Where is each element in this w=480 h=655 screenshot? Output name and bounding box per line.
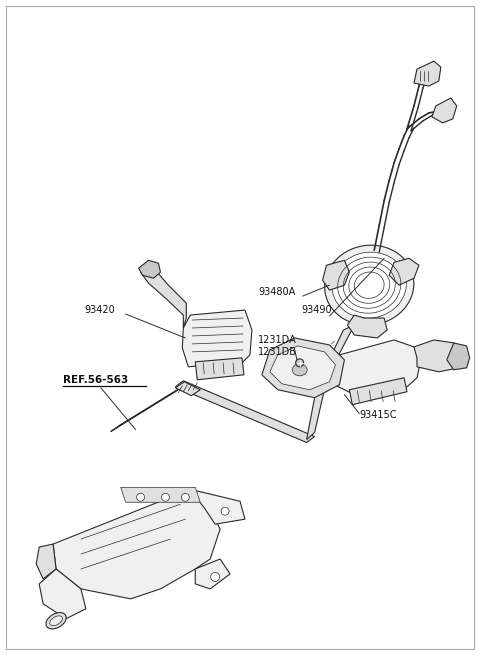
Text: 1231DA: 1231DA xyxy=(258,335,297,345)
Polygon shape xyxy=(182,310,252,367)
Polygon shape xyxy=(120,487,200,502)
Text: 1231DB: 1231DB xyxy=(258,347,297,357)
Ellipse shape xyxy=(161,493,169,501)
Polygon shape xyxy=(447,343,469,370)
Polygon shape xyxy=(414,61,441,86)
Polygon shape xyxy=(139,260,160,278)
Polygon shape xyxy=(312,325,354,395)
Polygon shape xyxy=(195,559,230,589)
Polygon shape xyxy=(195,358,244,380)
Ellipse shape xyxy=(137,493,144,501)
Ellipse shape xyxy=(292,364,307,376)
Polygon shape xyxy=(36,544,56,579)
Polygon shape xyxy=(389,258,419,285)
Polygon shape xyxy=(414,340,461,372)
Polygon shape xyxy=(262,338,344,398)
Text: 93480A: 93480A xyxy=(258,287,295,297)
Text: 93415C: 93415C xyxy=(360,409,397,420)
Polygon shape xyxy=(175,381,314,443)
Ellipse shape xyxy=(221,507,229,515)
Polygon shape xyxy=(432,98,457,123)
Text: 93420: 93420 xyxy=(84,305,115,315)
Polygon shape xyxy=(53,489,220,599)
Ellipse shape xyxy=(324,245,414,325)
Ellipse shape xyxy=(50,616,62,626)
Ellipse shape xyxy=(46,612,66,629)
Ellipse shape xyxy=(211,572,220,582)
Text: 93490: 93490 xyxy=(301,305,332,315)
Ellipse shape xyxy=(296,359,304,367)
Text: REF.56-563: REF.56-563 xyxy=(63,375,128,384)
Ellipse shape xyxy=(181,493,189,501)
Polygon shape xyxy=(307,368,329,440)
Polygon shape xyxy=(141,265,186,328)
Polygon shape xyxy=(111,384,185,432)
Polygon shape xyxy=(39,569,86,619)
Ellipse shape xyxy=(332,252,407,318)
Polygon shape xyxy=(323,260,349,290)
Polygon shape xyxy=(349,378,407,405)
Polygon shape xyxy=(190,489,245,524)
Polygon shape xyxy=(270,346,336,390)
Polygon shape xyxy=(348,315,387,338)
Polygon shape xyxy=(329,340,421,395)
Polygon shape xyxy=(175,382,200,396)
